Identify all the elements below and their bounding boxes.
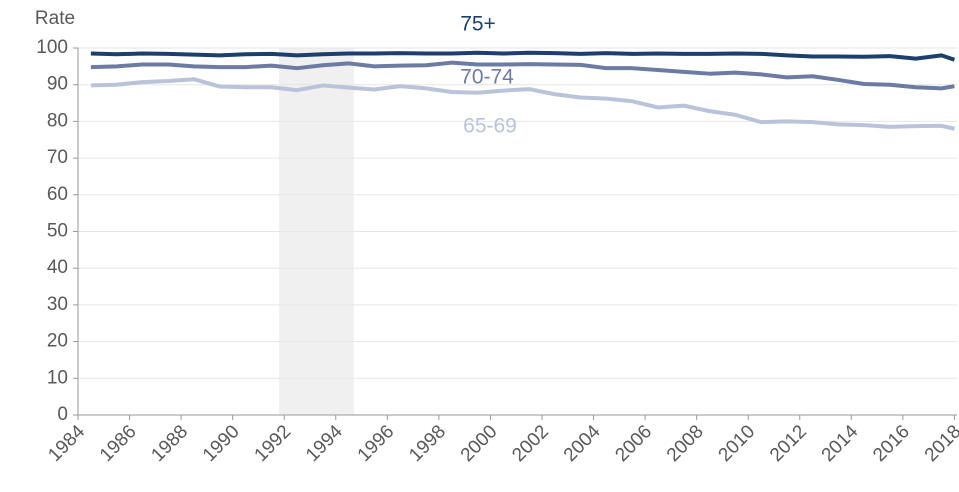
x-tick-label: 1996 <box>354 421 399 466</box>
x-tick-label: 1984 <box>44 421 89 466</box>
x-tick-label: 2000 <box>457 421 502 466</box>
x-tick-label: 2010 <box>715 421 760 466</box>
x-tick-label: 2008 <box>663 421 708 466</box>
series-label: 65-69 <box>463 115 517 138</box>
series-line <box>90 50 956 62</box>
y-tick-label: 10 <box>47 367 68 388</box>
series-line <box>90 60 955 91</box>
y-axis-label: Rate <box>35 8 75 29</box>
x-tick-label: 2014 <box>818 421 863 466</box>
y-tick-label: 70 <box>47 147 68 168</box>
x-tick-label: 1990 <box>199 421 244 466</box>
x-tick-label: 2002 <box>508 421 553 466</box>
y-tick-label: 0 <box>57 404 68 425</box>
y-tick-label: 100 <box>36 37 68 58</box>
series-line <box>90 77 955 131</box>
y-tick-label: 60 <box>47 184 68 205</box>
y-tick-label: 80 <box>47 110 68 131</box>
x-tick-label: 2018 <box>921 421 959 466</box>
y-tick-label: 30 <box>47 294 68 315</box>
series-label: 75+ <box>460 13 496 36</box>
x-tick-label: 2004 <box>560 421 605 466</box>
x-tick-label: 1994 <box>302 421 347 466</box>
x-tick-label: 1988 <box>147 421 192 466</box>
y-tick-label: 90 <box>47 74 68 95</box>
y-tick-label: 50 <box>47 221 68 242</box>
x-tick-label: 2016 <box>869 421 914 466</box>
y-tick-label: 40 <box>47 257 68 278</box>
x-tick-label: 2012 <box>766 421 811 466</box>
x-tick-label: 1998 <box>405 421 450 466</box>
y-tick-label: 20 <box>47 331 68 352</box>
x-tick-label: 1986 <box>96 421 141 466</box>
series-label: 70-74 <box>460 66 514 89</box>
x-tick-label: 1992 <box>251 421 296 466</box>
x-tick-label: 2006 <box>611 421 656 466</box>
